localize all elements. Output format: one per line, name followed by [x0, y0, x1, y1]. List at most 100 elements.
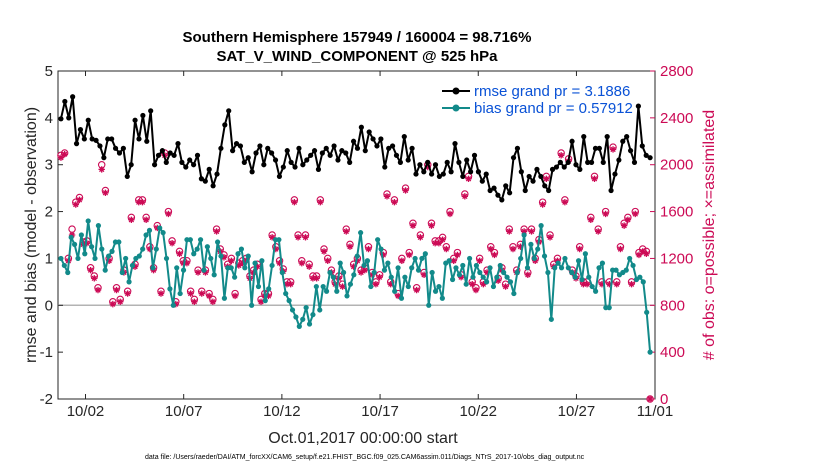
bias-point — [381, 267, 388, 273]
bias-point — [296, 323, 302, 329]
bias-point — [180, 267, 187, 273]
bias-point — [157, 225, 163, 231]
obs-assimilated-point — [476, 257, 483, 264]
obs-assimilated-point — [487, 245, 494, 253]
obs-assimilated-point — [628, 281, 635, 288]
bias-point — [170, 302, 176, 308]
bias-point — [106, 253, 112, 259]
bias-point — [82, 251, 88, 257]
rmse-point — [569, 138, 575, 144]
rmse-point — [503, 183, 509, 189]
bias-point — [606, 305, 612, 311]
legend-bias-marker — [452, 104, 460, 112]
bias-point — [136, 253, 142, 259]
rmse-point — [233, 141, 240, 147]
rmse-point — [128, 162, 134, 168]
bias-point — [75, 255, 81, 262]
rmse-point — [132, 117, 138, 123]
bias-point — [456, 272, 462, 278]
bias-point — [354, 253, 360, 259]
bias-point — [351, 272, 357, 278]
bias-point — [146, 227, 153, 233]
bias-point — [255, 283, 262, 290]
obs-assimilated-point — [109, 300, 117, 308]
rmse-point — [350, 138, 357, 144]
obs-assimilated-point — [187, 290, 194, 297]
obs-assimilated-point — [420, 271, 428, 279]
obs-assimilated-point — [298, 259, 305, 267]
obs-assimilated-point — [231, 292, 239, 300]
bias-point — [599, 260, 606, 266]
obs-assimilated-point — [376, 273, 383, 281]
obs-assimilated-point — [494, 277, 502, 284]
x-tick-label: 10/22 — [459, 403, 497, 420]
bias-point — [405, 283, 411, 290]
rmse-point — [198, 176, 205, 182]
rmse-point — [288, 159, 294, 165]
bias-point — [286, 298, 292, 304]
bias-point — [126, 279, 132, 285]
bias-point — [545, 269, 551, 276]
obs-assimilated-point — [509, 245, 517, 253]
obs-assimilated-point — [465, 175, 472, 182]
rmse-point — [171, 152, 177, 158]
y-tick-label: 1 — [45, 250, 53, 267]
bias-point — [436, 283, 442, 290]
bias-point — [140, 246, 146, 252]
obs-assimilated-point — [413, 286, 420, 294]
y-axis-right: 0 400 800 1200 1600 2000 2400 2800 — [650, 63, 693, 408]
rmse-point — [304, 157, 310, 163]
rmse-point — [331, 143, 337, 149]
bias-point — [429, 269, 435, 276]
rmse-point — [77, 126, 84, 133]
bias-point — [283, 290, 289, 297]
rmse-point — [635, 103, 641, 109]
obs-assimilated-point — [128, 216, 135, 223]
bias-point — [252, 260, 258, 266]
bias-point — [68, 234, 74, 240]
obs-assimilated-point — [639, 248, 646, 255]
bias-point — [85, 218, 91, 224]
bias-point — [521, 232, 527, 238]
obs-assimilated-point — [543, 175, 550, 182]
rmse-point — [620, 138, 626, 144]
rmse-point — [183, 164, 189, 170]
bias-point — [511, 290, 517, 297]
bias-point — [289, 307, 296, 313]
y2-axis-label: # of obs: o=possible; ×=assimilated — [701, 110, 718, 360]
rmse-point — [627, 148, 634, 154]
obs-assimilated-point — [287, 281, 294, 288]
obs-assimilated-point — [239, 259, 246, 267]
y-tick-label: -2 — [40, 391, 53, 408]
obs-assimilated-point — [435, 240, 443, 247]
legend-bias-label: bias grand pr = 0.57912 — [474, 100, 633, 117]
bias-point — [150, 265, 156, 271]
bias-point — [593, 288, 599, 294]
obs-assimilated-point — [313, 275, 320, 282]
rmse-point — [538, 173, 544, 180]
rmse-point — [639, 143, 645, 149]
rmse-point — [144, 138, 150, 144]
bias-point — [238, 246, 245, 252]
rmse-point — [97, 143, 103, 149]
bias-point — [582, 251, 588, 257]
rmse-point — [366, 129, 372, 135]
rmse-point — [534, 166, 540, 172]
rmse-point — [222, 122, 228, 128]
obs-assimilated-point — [105, 257, 113, 264]
rmse-point — [647, 155, 653, 161]
rmse-point — [585, 159, 591, 165]
bias-point — [548, 316, 554, 322]
y2-tick-label: 1600 — [660, 204, 693, 221]
rmse-point — [191, 162, 197, 168]
rmse-point — [237, 143, 244, 149]
rmse-point — [479, 178, 485, 184]
rmse-point — [245, 155, 251, 161]
obs-assimilated-point — [480, 281, 487, 288]
rmse-point — [553, 164, 560, 170]
bias-line — [60, 219, 652, 353]
bias-point — [78, 232, 84, 238]
bias-point — [214, 239, 221, 245]
obs-assimilated-point — [142, 216, 150, 223]
